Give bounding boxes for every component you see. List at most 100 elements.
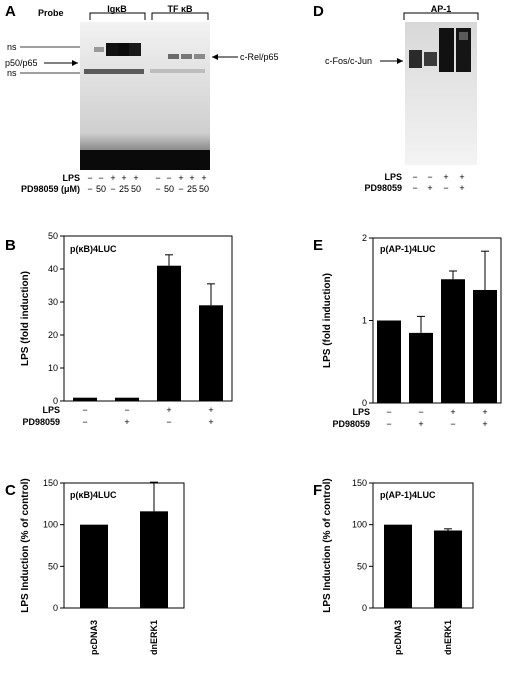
chart-f-ylabel: LPS Induction (% of control) [322, 478, 333, 612]
chart-e-bar [473, 289, 497, 403]
chart-b-frame [63, 235, 233, 402]
chart-e-bar [409, 332, 433, 403]
chart-c-ylabel: LPS Induction (% of control) [20, 478, 31, 612]
group-ap1: AP-1 [431, 4, 452, 14]
chart-e-ytick-label: 2 [362, 233, 367, 243]
gel-d-bands [409, 28, 471, 72]
chart-e-row-cell: + [482, 407, 487, 417]
panel-a: A Probe IgκB TF κB ns p50/p65 ns [5, 3, 279, 194]
panel-a-cell: − [87, 184, 92, 194]
chart-f-category-label: dnERK1 [443, 620, 453, 655]
chart-f-frame [372, 482, 474, 609]
panel-a-cell: − [155, 173, 160, 183]
chart-b-row-label: LPS [42, 405, 60, 415]
chart-b-title: p(κB)4LUC [70, 244, 117, 254]
chart-f-ytick-label: 100 [352, 520, 367, 530]
gel-a-bands [80, 43, 210, 170]
chart-b-bar [157, 265, 181, 401]
panel-d-cell: + [459, 172, 464, 182]
chart-b-bar [115, 397, 139, 401]
panel-d-cell: − [443, 183, 448, 193]
panel-d-cell: − [427, 172, 432, 182]
panel-d-letter: D [313, 3, 324, 20]
chart-e-row-cell: − [418, 407, 423, 417]
panel-d-cell: − [412, 183, 417, 193]
chart-f-ytick-label: 0 [362, 603, 367, 613]
arrowhead-cfos [397, 58, 403, 64]
chart-e-row-label: LPS [352, 407, 370, 417]
panel-a-cell: − [110, 184, 115, 194]
chart-b-row-cell: − [124, 405, 129, 415]
panel-a-cell: 25 [187, 184, 197, 194]
chart-c-ytick-label: 150 [43, 478, 58, 488]
chart-b-row-cell: + [208, 405, 213, 415]
panel-a-conditions: LPS − − + + + − − + + +PD98059 (μM) −50−25 50−50−25 5… [21, 173, 209, 194]
chart-b-ytick-label: 20 [48, 330, 58, 340]
panel-a-cell: + [110, 173, 115, 183]
panel-a-cell: 25 [119, 184, 129, 194]
chart-b-ytick-label: 10 [48, 363, 58, 373]
panel-a-cell: − [166, 173, 171, 183]
chart-e-row-cell: + [418, 419, 423, 429]
panel-a-cell: + [121, 173, 126, 183]
chart-f-title: p(AP-1)4LUC [380, 490, 436, 500]
chart-e-row-cell: − [450, 419, 455, 429]
panel-d-cell: + [443, 172, 448, 182]
chart-b-row-cell: − [82, 405, 87, 415]
gel-a [80, 22, 210, 170]
chart-f-bar [434, 530, 462, 608]
panel-a-cell: 50 [96, 184, 106, 194]
panel-d: D AP-1 c-Fos/c-Jun LPS − − + +PD98059− + − + [313, 3, 479, 193]
panel-a-cell: + [133, 173, 138, 183]
chart-b-bar [199, 305, 223, 401]
bracket-tfkb [151, 12, 209, 20]
chart-b-bar [73, 397, 97, 401]
panel-a-cell: + [201, 173, 206, 183]
panel-a-probe-label: Probe [38, 8, 64, 18]
panel-d-row-label-0: LPS [384, 172, 402, 182]
chart-b-row-cell: + [124, 417, 129, 427]
chart-b-row-cell: + [208, 417, 213, 427]
chart-b-row-cell: − [166, 417, 171, 427]
chart-b-ytick-label: 30 [48, 297, 58, 307]
chart-e-bar [377, 320, 401, 403]
panel-a-letter: A [5, 3, 16, 20]
chart-e-title: p(AP-1)4LUC [380, 244, 436, 254]
chart-f-letter: F [313, 482, 322, 499]
chart-f: F p(AP-1)4LUC 0 50 100 150 LPS Induction (% o… [313, 478, 474, 655]
chart-b: B p(κB)4LUC 0 10 20 30 40 50 LPS (fold inductio… [5, 231, 233, 427]
chart-b-row-label: PD98059 [22, 417, 60, 427]
chart-e-ytick-label: 0 [362, 398, 367, 408]
group-tfkb: TF κB [167, 4, 193, 14]
chart-c-ytick-label: 50 [48, 561, 58, 571]
label-crel: c-Rel/p65 [240, 52, 279, 62]
chart-e: E p(AP-1)4LUC 0 1 2 LPS (fold induction) LPS −… [313, 233, 502, 429]
label-ns-bottom: ns [7, 68, 17, 78]
chart-b-ytick-label: 40 [48, 264, 58, 274]
chart-e-ytick-label: 1 [362, 316, 367, 326]
chart-c-ytick-label: 0 [53, 603, 58, 613]
panel-a-cell: − [155, 184, 160, 194]
panel-a-cell: + [189, 173, 194, 183]
chart-f-ytick-label: 50 [357, 561, 367, 571]
chart-c-bar [140, 511, 168, 608]
chart-b-row-cell: + [166, 405, 171, 415]
chart-c: C p(κB)4LUC 0 50 100 150 LPS Induction (% of … [5, 478, 185, 655]
bracket-igkb [89, 12, 146, 20]
chart-c-category-label: dnERK1 [149, 620, 159, 655]
chart-f-bar [384, 524, 412, 608]
chart-e-letter: E [313, 237, 323, 254]
label-cfos-cjun: c-Fos/c-Jun [325, 56, 372, 66]
panel-d-row-label-1: PD98059 [364, 183, 402, 193]
chart-e-bar [441, 279, 465, 403]
panel-a-cell: 50 [199, 184, 209, 194]
chart-c-ytick-label: 100 [43, 520, 58, 530]
label-p50p65: p50/p65 [5, 58, 38, 68]
panel-a-cell: + [178, 173, 183, 183]
panel-a-cell: 50 [164, 184, 174, 194]
chart-c-letter: C [5, 482, 16, 499]
chart-c-frame [63, 482, 185, 609]
chart-e-row-cell: − [386, 419, 391, 429]
panel-a-cell: − [87, 173, 92, 183]
